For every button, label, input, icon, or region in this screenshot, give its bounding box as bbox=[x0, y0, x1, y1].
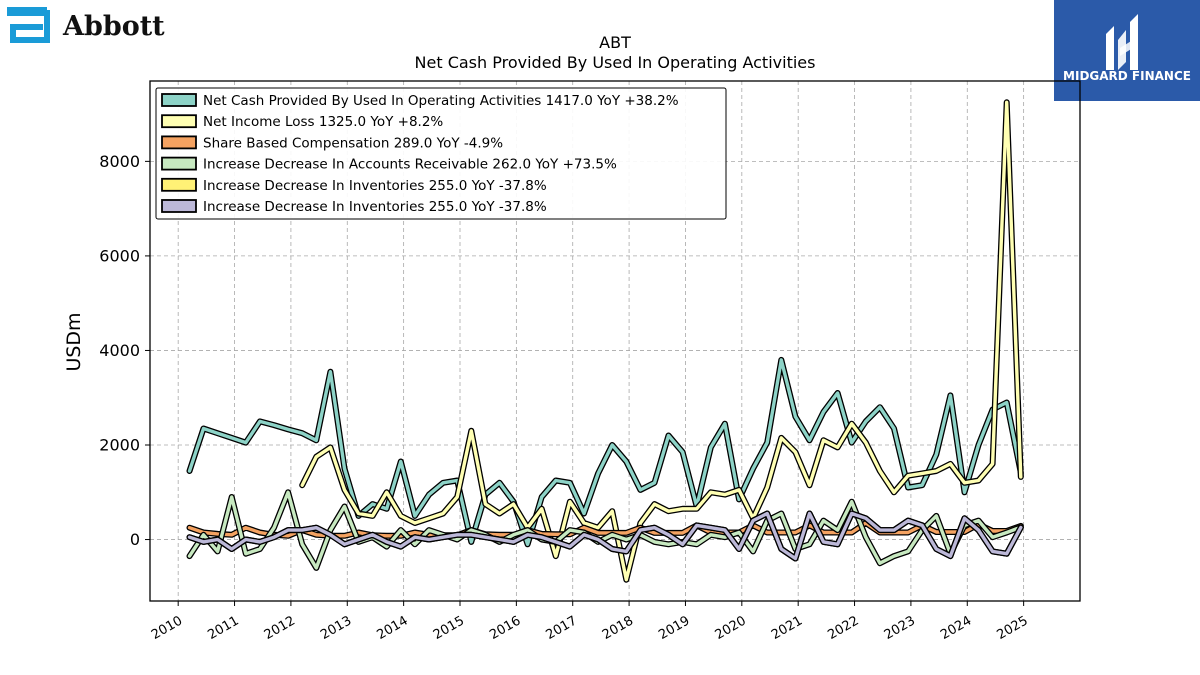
plot-frame bbox=[149, 80, 1081, 602]
legend-item: Net Income Loss 1325.0 YoY +8.2% bbox=[161, 114, 443, 130]
midgard-finance-text: MIDGARD FINANCE bbox=[1063, 69, 1191, 83]
series-0 bbox=[186, 356, 1024, 548]
legend-swatch bbox=[161, 135, 197, 150]
legend-item: Increase Decrease In Accounts Receivable… bbox=[161, 156, 617, 173]
x-tick-label: 2018 bbox=[600, 613, 636, 643]
abbott-logo-text: Abbott bbox=[62, 11, 165, 42]
x-tick-label: 2016 bbox=[487, 613, 523, 643]
legend-item: Increase Decrease In Inventories 255.0 Y… bbox=[161, 177, 547, 194]
legend-label: Net Income Loss 1325.0 YoY +8.2% bbox=[203, 114, 443, 130]
legend-swatch bbox=[161, 114, 197, 129]
legend-label: Increase Decrease In Accounts Receivable… bbox=[203, 157, 617, 173]
x-axis-ticks: 2010 2011 2012 2013 2014 2015 2016 2017 2018 2019… bbox=[149, 601, 1031, 643]
y-tick-label: 4000 bbox=[99, 341, 140, 360]
series-line bbox=[187, 511, 1023, 561]
x-tick-label: 2023 bbox=[882, 613, 918, 643]
x-tick-label: 2014 bbox=[374, 613, 410, 643]
chart-subtitle: Net Cash Provided By Used In Operating A… bbox=[415, 53, 816, 72]
legend: Net Cash Provided By Used In Operating A… bbox=[155, 87, 727, 220]
legend-label: Share Based Compensation 289.0 YoY -4.9% bbox=[203, 135, 503, 151]
x-tick-label: 2011 bbox=[205, 613, 241, 643]
x-tick-label: 2013 bbox=[318, 613, 354, 643]
y-tick-label: 2000 bbox=[99, 436, 140, 455]
legend-label: Net Cash Provided By Used In Operating A… bbox=[203, 93, 679, 109]
series-line bbox=[300, 100, 1023, 582]
legend-label: Increase Decrease In Inventories 255.0 Y… bbox=[203, 199, 547, 215]
y-axis-ticks: 0 2000 4000 6000 8000 bbox=[99, 152, 150, 549]
legend-label: Increase Decrease In Inventories 255.0 Y… bbox=[203, 178, 547, 194]
legend-swatch bbox=[161, 93, 197, 107]
x-tick-label: 2017 bbox=[544, 613, 580, 643]
x-tick-label: 2024 bbox=[938, 613, 974, 643]
midgard-finance-logo: MIDGARD FINANCE bbox=[1054, 0, 1200, 101]
legend-item: Share Based Compensation 289.0 YoY -4.9% bbox=[161, 135, 503, 151]
x-tick-label: 2020 bbox=[713, 613, 749, 643]
abbott-logo: Abbott bbox=[7, 7, 165, 43]
y-axis-label: USDm bbox=[63, 312, 85, 371]
legend-swatch bbox=[161, 199, 197, 213]
series-5 bbox=[186, 510, 1024, 562]
abbott-logo-mark bbox=[7, 7, 50, 43]
legend-item: Net Cash Provided By Used In Operating A… bbox=[161, 93, 679, 109]
legend-item: Increase Decrease In Inventories 255.0 Y… bbox=[161, 199, 547, 215]
x-tick-label: 2019 bbox=[656, 613, 692, 643]
x-tick-label: 2010 bbox=[149, 613, 185, 643]
y-tick-label: 6000 bbox=[99, 246, 140, 265]
x-tick-label: 2025 bbox=[994, 613, 1030, 643]
x-tick-label: 2015 bbox=[431, 613, 467, 643]
series-line bbox=[187, 358, 1023, 546]
legend-swatch bbox=[161, 177, 197, 192]
series-lines bbox=[186, 99, 1024, 583]
legend-box bbox=[155, 87, 727, 220]
y-tick-label: 8000 bbox=[99, 152, 140, 171]
series-1 bbox=[299, 99, 1024, 583]
x-tick-label: 2012 bbox=[262, 613, 298, 643]
legend-swatch bbox=[161, 156, 197, 171]
midgard-finance-mark bbox=[1106, 14, 1138, 70]
y-tick-label: 0 bbox=[130, 530, 140, 549]
chart-title: ABT bbox=[599, 33, 631, 52]
x-tick-label: 2021 bbox=[769, 613, 805, 643]
x-tick-label: 2022 bbox=[825, 613, 861, 643]
